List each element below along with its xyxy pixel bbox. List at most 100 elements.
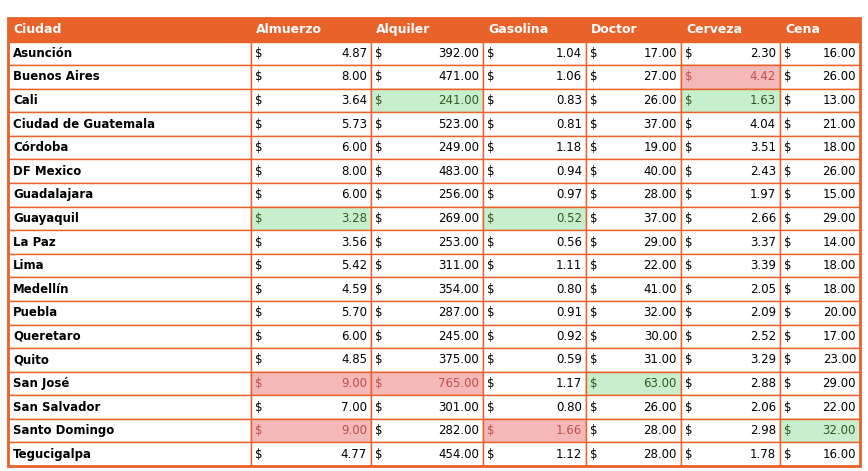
Bar: [780, 301, 860, 325]
Text: $: $: [255, 448, 262, 461]
Bar: [780, 183, 860, 207]
Bar: [8, 348, 251, 372]
Text: Córdoba: Córdoba: [13, 141, 69, 154]
Text: 28.00: 28.00: [644, 448, 677, 461]
Bar: [371, 136, 483, 160]
Text: 40.00: 40.00: [644, 165, 677, 178]
Bar: [586, 442, 681, 466]
Text: 63.00: 63.00: [644, 377, 677, 390]
Text: 4.85: 4.85: [341, 353, 367, 366]
Bar: [371, 160, 483, 183]
Text: $: $: [590, 400, 597, 414]
Bar: [483, 160, 586, 183]
Text: $: $: [375, 71, 383, 83]
Text: 0.92: 0.92: [556, 330, 582, 343]
Bar: [371, 207, 483, 230]
Text: $: $: [375, 188, 383, 201]
Text: Gasolina: Gasolina: [488, 23, 549, 36]
Bar: [371, 372, 483, 395]
Bar: [681, 348, 780, 372]
Bar: [780, 41, 860, 65]
Bar: [586, 65, 681, 89]
Bar: [681, 277, 780, 301]
Text: 1.04: 1.04: [556, 47, 582, 60]
Text: $: $: [375, 141, 383, 154]
Text: $: $: [685, 377, 693, 390]
Text: 282.00: 282.00: [438, 424, 479, 437]
Bar: [8, 301, 251, 325]
Text: $: $: [685, 71, 693, 83]
Text: $: $: [590, 165, 597, 178]
Bar: [483, 372, 586, 395]
Bar: [780, 372, 860, 395]
Text: $: $: [685, 236, 693, 249]
Text: $: $: [375, 377, 383, 390]
Text: 32.00: 32.00: [644, 306, 677, 319]
Text: $: $: [255, 353, 262, 366]
Text: $: $: [590, 47, 597, 60]
Text: 29.00: 29.00: [823, 377, 856, 390]
Text: 301.00: 301.00: [438, 400, 479, 414]
Bar: [8, 65, 251, 89]
Text: $: $: [255, 236, 262, 249]
Text: 32.00: 32.00: [823, 424, 856, 437]
Bar: [8, 207, 251, 230]
Text: $: $: [784, 71, 792, 83]
Text: Medellín: Medellín: [13, 283, 69, 296]
Bar: [8, 230, 251, 254]
Text: 5.70: 5.70: [341, 306, 367, 319]
Text: 269.00: 269.00: [438, 212, 479, 225]
Bar: [8, 395, 251, 419]
Bar: [251, 207, 371, 230]
Bar: [371, 301, 483, 325]
Text: 20.00: 20.00: [823, 306, 856, 319]
Bar: [483, 112, 586, 136]
Text: $: $: [487, 377, 495, 390]
Bar: [8, 254, 251, 277]
Text: 14.00: 14.00: [823, 236, 856, 249]
Text: $: $: [255, 424, 262, 437]
Text: $: $: [685, 400, 693, 414]
Text: $: $: [255, 259, 262, 272]
Text: 0.91: 0.91: [556, 306, 582, 319]
Bar: [681, 89, 780, 112]
Text: Almuerzo: Almuerzo: [256, 23, 322, 36]
Text: 375.00: 375.00: [438, 353, 479, 366]
Bar: [681, 41, 780, 65]
Text: 1.78: 1.78: [750, 448, 776, 461]
Text: $: $: [685, 424, 693, 437]
Text: 3.64: 3.64: [341, 94, 367, 107]
Text: $: $: [784, 377, 792, 390]
Bar: [371, 442, 483, 466]
Text: Lima: Lima: [13, 259, 44, 272]
Bar: [681, 207, 780, 230]
Text: $: $: [784, 330, 792, 343]
Text: 0.56: 0.56: [556, 236, 582, 249]
Text: 2.98: 2.98: [750, 424, 776, 437]
Text: $: $: [375, 236, 383, 249]
Bar: [483, 442, 586, 466]
Bar: [251, 183, 371, 207]
Bar: [251, 254, 371, 277]
Text: $: $: [487, 71, 495, 83]
Text: Quito: Quito: [13, 353, 49, 366]
Bar: [483, 348, 586, 372]
Bar: [483, 230, 586, 254]
Text: $: $: [590, 377, 597, 390]
Bar: [8, 419, 251, 442]
Bar: [586, 301, 681, 325]
Text: 28.00: 28.00: [644, 188, 677, 201]
Text: 1.97: 1.97: [750, 188, 776, 201]
Bar: [8, 41, 251, 65]
Text: $: $: [375, 165, 383, 178]
Bar: [483, 419, 586, 442]
Text: $: $: [590, 283, 597, 296]
Bar: [681, 395, 780, 419]
Text: 3.28: 3.28: [341, 212, 367, 225]
Text: $: $: [590, 424, 597, 437]
Bar: [780, 112, 860, 136]
Bar: [681, 65, 780, 89]
Text: $: $: [590, 306, 597, 319]
Bar: [251, 41, 371, 65]
Bar: [681, 442, 780, 466]
